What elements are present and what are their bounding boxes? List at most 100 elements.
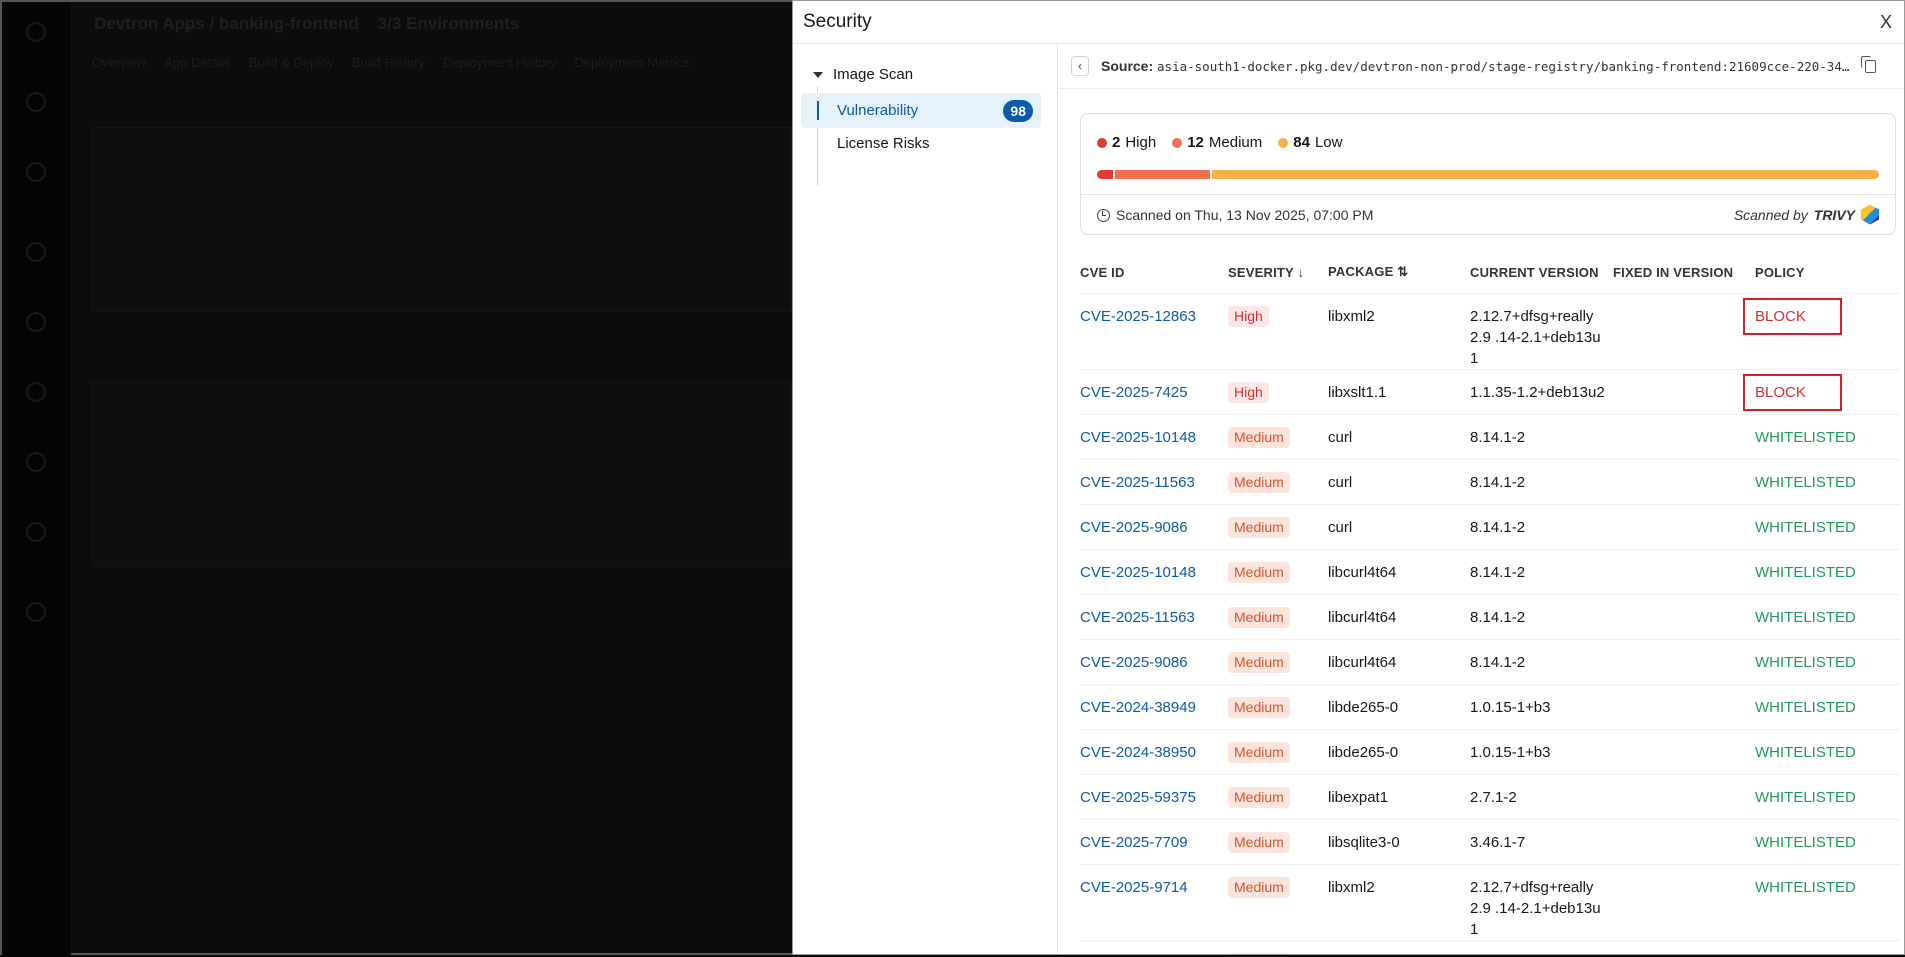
- chevron-left-icon[interactable]: ‹: [1071, 56, 1089, 76]
- cve-link[interactable]: CVE-2025-7425: [1080, 384, 1188, 401]
- severity-badge: Medium: [1228, 652, 1290, 673]
- policy-status: WHITELISTED: [1755, 789, 1856, 806]
- cve-link[interactable]: CVE-2025-11563: [1080, 609, 1195, 626]
- table-row: CVE-2025-10148 Medium curl 8.14.1-2 WHIT…: [1080, 415, 1900, 460]
- current-version: 8.14.1-2: [1470, 519, 1526, 536]
- nav-item-license-risks[interactable]: License Risks: [837, 135, 930, 152]
- package-name: libxslt1.1: [1328, 384, 1387, 401]
- current-version: 1.0.15-1+b3: [1470, 699, 1551, 716]
- cve-link[interactable]: CVE-2024-38949: [1080, 699, 1196, 716]
- package-name: libcurl4t64: [1328, 609, 1397, 626]
- current-version: 1.0.15-1+b3: [1470, 744, 1551, 761]
- vulnerability-table: CVE ID SEVERITY ↓ PACKAGE ⇅ CURRENT VERS…: [1080, 251, 1900, 954]
- table-row: CVE-2025-9086 Medium curl 8.14.1-2 WHITE…: [1080, 505, 1900, 550]
- panel-title: Security: [803, 11, 872, 32]
- package-name: libde265-0: [1328, 699, 1399, 716]
- severity-bar: [1097, 170, 1879, 179]
- cve-link[interactable]: CVE-2025-59375: [1080, 789, 1196, 806]
- header-policy: POLICY: [1755, 264, 1805, 280]
- table-row: CVE-2025-9714 Medium libxml2 2.12.7+dfsg…: [1080, 865, 1900, 941]
- security-panel: Security X Image Scan Vulnerability 98 Li…: [792, 0, 1905, 955]
- cve-link[interactable]: CVE-2025-9086: [1080, 654, 1188, 671]
- severity-badge: Medium: [1228, 562, 1290, 583]
- copy-icon[interactable]: [1861, 55, 1877, 73]
- table-row: CVE-2024-38950 Medium libde265-0 1.0.15-…: [1080, 730, 1900, 775]
- policy-status: WHITELISTED: [1755, 879, 1856, 896]
- package-name: curl: [1328, 429, 1353, 446]
- table-row: CVE-2025-9086 Medium libcurl4t64 8.14.1-…: [1080, 640, 1900, 685]
- severity-badge: Medium: [1228, 472, 1290, 493]
- package-name: libxslt1.1: [1328, 953, 1470, 954]
- nav-item-vulnerability[interactable]: Vulnerability 98: [801, 93, 1041, 128]
- severity-badge: Medium: [1228, 517, 1290, 538]
- package-name: libxml2: [1328, 308, 1375, 325]
- cve-link[interactable]: CVE-2025-7709: [1080, 834, 1188, 851]
- severity-badge: High: [1228, 306, 1269, 327]
- source-value: asia-south1-docker.pkg.dev/devtron-non-p…: [1157, 59, 1850, 74]
- background-tabs: Overview App Details Build & Deploy Build H…: [92, 55, 690, 70]
- current-version: 8.14.1-2: [1470, 609, 1526, 626]
- policy-status: WHITELISTED: [1755, 834, 1856, 851]
- severity-badge: Medium: [1228, 427, 1290, 448]
- panel-header: Security X: [793, 1, 1904, 44]
- header-package[interactable]: PACKAGE ⇅: [1328, 264, 1409, 279]
- background-sidebar: [2, 2, 71, 957]
- table-header: CVE ID SEVERITY ↓ PACKAGE ⇅ CURRENT VERS…: [1080, 251, 1900, 294]
- current-version: 2.7.1-2: [1470, 789, 1517, 806]
- cve-link[interactable]: CVE-2025-9714: [1080, 879, 1188, 896]
- vulnerability-content: ‹ Source: asia-south1-docker.pkg.dev/dev…: [1059, 44, 1904, 954]
- policy-status: WHITELISTED: [1755, 744, 1856, 761]
- table-row: CVE-2025-12863 High libxml2 2.12.7+dfsg+…: [1080, 294, 1900, 370]
- current-version: 1.1.35-1.2+deb13u2: [1470, 953, 1613, 954]
- severity-dot-icon: [1172, 137, 1183, 148]
- table-row: CVE-2025-11563 Medium curl 8.14.1-2 WHIT…: [1080, 460, 1900, 505]
- package-name: curl: [1328, 519, 1353, 536]
- package-name: libsqlite3-0: [1328, 834, 1400, 851]
- package-name: curl: [1328, 474, 1353, 491]
- package-name: libxml2: [1328, 879, 1375, 896]
- package-name: libde265-0: [1328, 744, 1399, 761]
- policy-status: WHITELISTED: [1755, 519, 1856, 536]
- policy-status: BLOCK: [1743, 298, 1842, 335]
- table-row: CVE-2025-59375 Medium libexpat1 2.7.1-2 …: [1080, 775, 1900, 820]
- policy-status: WHITELISTED: [1755, 654, 1856, 671]
- source-bar: ‹ Source: asia-south1-docker.pkg.dev/dev…: [1059, 44, 1904, 89]
- policy-status: WHITELISTED: [1755, 699, 1856, 716]
- policy-status: BLOCK: [1743, 374, 1842, 411]
- nav-group-image-scan[interactable]: Image Scan: [813, 66, 913, 83]
- vulnerability-count-badge: 98: [1003, 99, 1033, 122]
- cve-link[interactable]: CVE-2024-38950: [1080, 744, 1196, 761]
- cve-link[interactable]: CVE-2025-10148: [1080, 429, 1196, 446]
- severity-dot-icon: [1278, 137, 1289, 148]
- bar-segment-medium: [1114, 170, 1211, 179]
- table-row: CVE-2025-11563 Medium libcurl4t64 8.14.1…: [1080, 595, 1900, 640]
- header-current-version: CURRENT VERSION: [1470, 264, 1599, 280]
- cve-link[interactable]: CVE-2025-12863: [1080, 308, 1196, 325]
- table-row: CVE-2025-10911 Medium libxslt1.1 1.1.35-…: [1080, 941, 1900, 954]
- cve-link[interactable]: CVE-2025-10148: [1080, 564, 1196, 581]
- package-name: libcurl4t64: [1328, 564, 1397, 581]
- legend-high: 2 High: [1097, 134, 1156, 151]
- current-version: 8.14.1-2: [1470, 429, 1526, 446]
- caret-down-icon: [813, 71, 823, 78]
- legend-medium: 12 Medium: [1172, 134, 1262, 151]
- background-breadcrumb: Devtron Apps / banking-frontend 3/3 Envi…: [94, 14, 520, 33]
- table-row: CVE-2024-38949 Medium libde265-0 1.0.15-…: [1080, 685, 1900, 730]
- severity-badge: Medium: [1228, 742, 1290, 763]
- bar-segment-high: [1097, 170, 1113, 179]
- severity-badge: Medium: [1228, 697, 1290, 718]
- severity-summary-card: 2 High 12 Medium 84 Low Scanned on Thu, 13 No…: [1080, 113, 1896, 235]
- severity-badge: Medium: [1228, 607, 1290, 628]
- close-button[interactable]: X: [1879, 11, 1892, 32]
- severity-dot-icon: [1097, 137, 1107, 148]
- severity-badge: Medium: [1228, 877, 1290, 898]
- package-name: libexpat1: [1328, 789, 1389, 806]
- severity-legend: 2 High 12 Medium 84 Low: [1097, 134, 1342, 151]
- header-fixed-version: FIXED IN VERSION: [1613, 264, 1734, 280]
- cve-link[interactable]: CVE-2025-9086: [1080, 519, 1188, 536]
- policy-status: WHITELISTED: [1755, 474, 1856, 491]
- source-label: Source:: [1101, 58, 1154, 74]
- package-name: libcurl4t64: [1328, 654, 1397, 671]
- header-severity[interactable]: SEVERITY ↓: [1228, 264, 1305, 280]
- cve-link[interactable]: CVE-2025-11563: [1080, 474, 1195, 491]
